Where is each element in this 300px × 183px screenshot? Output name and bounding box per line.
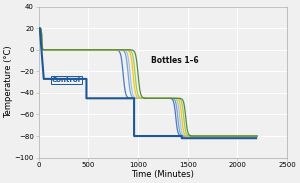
Y-axis label: Temperature (°C): Temperature (°C) [4,46,13,118]
Text: Control: Control [52,77,81,83]
X-axis label: Time (Minutes): Time (Minutes) [131,170,194,179]
Text: Bottles 1–6: Bottles 1–6 [151,56,199,65]
